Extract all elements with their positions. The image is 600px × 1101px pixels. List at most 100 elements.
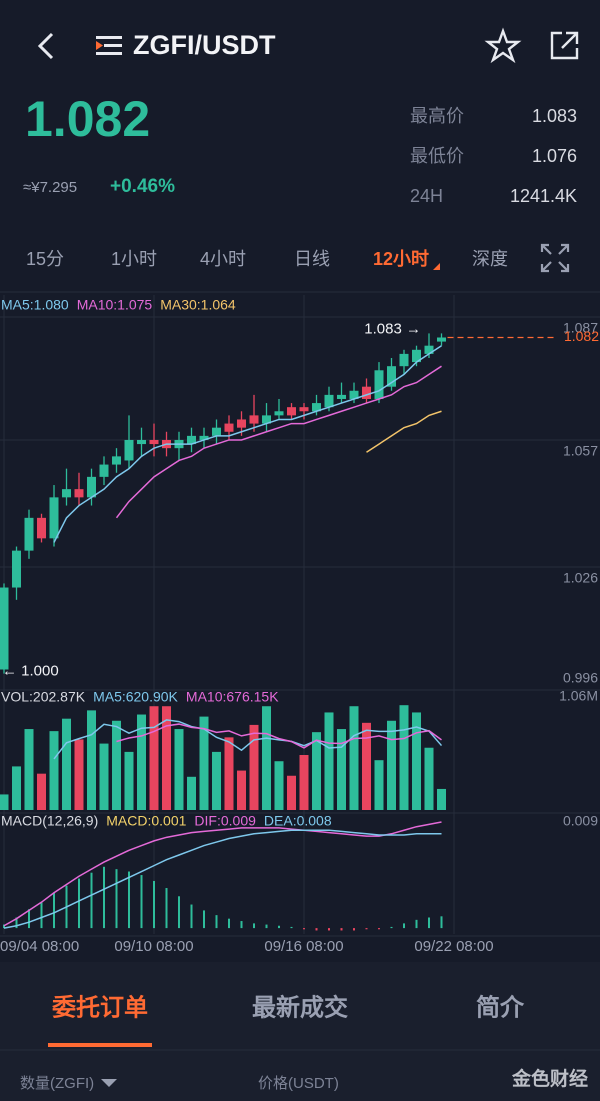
interval-tab[interactable]: 日线 (294, 249, 330, 269)
volume-bar (87, 710, 96, 810)
candle-body (137, 439, 146, 445)
candle-body (0, 587, 9, 670)
volume-bar (37, 773, 46, 810)
pair-icon (96, 36, 122, 55)
candle-body (374, 370, 384, 399)
low-annotation: ← 1.000 (2, 663, 59, 680)
indicator-line (53, 719, 443, 760)
volume-bar (62, 718, 71, 810)
volume-bar (12, 766, 21, 810)
tab-underline (48, 1043, 152, 1047)
stat-label: 最低价 (410, 146, 464, 166)
volume-bar (174, 729, 184, 810)
interval-tab[interactable]: 深度 (472, 249, 508, 269)
volume-bar (249, 724, 259, 810)
candle-body (324, 394, 334, 408)
legend-entry: DIF:0.009 (194, 813, 256, 829)
y-tick-label: 1.026 (563, 570, 598, 586)
candle-body (224, 423, 234, 432)
bottom-tabs: 委托订单 最新成交 简介 (48, 993, 525, 1047)
share-button[interactable] (550, 31, 579, 60)
volume-bar (124, 751, 134, 810)
legend-entry: MACD:0.001 (106, 813, 186, 829)
candle-body (187, 435, 196, 445)
indicator-line (366, 410, 442, 453)
candle-body (37, 517, 46, 539)
volume-bar (187, 776, 196, 810)
candle-body (149, 439, 159, 445)
high-annotation: 1.083 → (364, 320, 421, 337)
volume-bar (424, 747, 434, 810)
candle-body (387, 366, 396, 387)
column-header: 数量(ZGFI) (20, 1075, 94, 1092)
stat-label: 24H (410, 186, 443, 206)
candle-body (212, 427, 221, 436)
volume-bar (24, 729, 34, 810)
candle-body (199, 435, 209, 440)
candle-body (99, 464, 109, 477)
bottom-tab[interactable]: 委托订单 (51, 994, 148, 1021)
volume-bar (149, 706, 159, 810)
candle-body (112, 456, 121, 465)
candle-body (337, 394, 346, 399)
candle-body (74, 489, 84, 498)
candle-body (299, 407, 309, 412)
x-tick-label: 09/04 08:00 (0, 938, 79, 955)
volume-bar (137, 714, 146, 810)
y-tick-label: 1.087 (563, 320, 598, 336)
candle-body (287, 407, 296, 416)
volume-bar (262, 706, 271, 810)
sort-icon[interactable] (101, 1079, 117, 1087)
watermark: 金色财经 (511, 1067, 588, 1090)
fullscreen-button[interactable] (540, 243, 570, 273)
candle-body (399, 353, 409, 367)
interval-tabs: 15分 1小时 4小时 日线 12小时 深度 (26, 249, 508, 270)
interval-tab[interactable]: 4小时 (200, 249, 246, 269)
y-tick-label: 1.057 (563, 443, 598, 459)
interval-tab[interactable]: 15分 (26, 249, 64, 269)
candle-body (349, 390, 359, 399)
volume-bar (49, 731, 59, 810)
favorite-button[interactable] (484, 27, 522, 64)
candle-body (274, 411, 284, 416)
interval-tab[interactable]: 12小时 (373, 249, 429, 269)
bottom-tab[interactable]: 最新成交 (252, 993, 348, 1021)
stats: 最高价 1.083 最低价 1.076 24H 1241.4K (410, 106, 577, 206)
volume-bar (237, 770, 246, 810)
cny-price: ≈¥7.295 (23, 179, 77, 196)
bottom-tab[interactable]: 简介 (476, 993, 525, 1021)
indicator-line (115, 365, 442, 519)
volume-bar (299, 755, 309, 810)
interval-tab[interactable]: 1小时 (111, 249, 157, 269)
volume-bar (362, 722, 371, 810)
back-button[interactable] (37, 32, 54, 60)
volume-bar (112, 720, 121, 810)
candle-body (424, 345, 434, 354)
volume-bar (274, 761, 284, 810)
stat-value: 1.083 (532, 106, 577, 126)
volume-bar (162, 706, 171, 810)
candle-body (24, 517, 34, 551)
volume-bar (0, 794, 9, 810)
legend-entry: MACD(12,26,9) (1, 813, 98, 829)
stat-value: 1241.4K (510, 186, 577, 206)
volume-bar (387, 720, 396, 810)
x-tick-label: 09/22 08:00 (414, 938, 493, 955)
volume-bar (412, 712, 421, 810)
volume-bar (349, 706, 359, 810)
indicator-line (3, 821, 442, 927)
candle-body (262, 415, 271, 424)
volume-bar (74, 739, 84, 810)
legend-entry: DEA:0.008 (264, 813, 332, 829)
column-header: 价格(USDT) (258, 1075, 339, 1092)
volume-bar (324, 712, 334, 810)
volume-bar (99, 743, 109, 810)
volume-bar (212, 751, 221, 810)
last-price-label: 1.082 (564, 328, 599, 344)
stat-label: 最高价 (410, 106, 464, 126)
legend-entry: MA10:1.075 (77, 297, 153, 313)
volume-bar (224, 737, 234, 810)
stat-value: 1.076 (532, 146, 577, 166)
